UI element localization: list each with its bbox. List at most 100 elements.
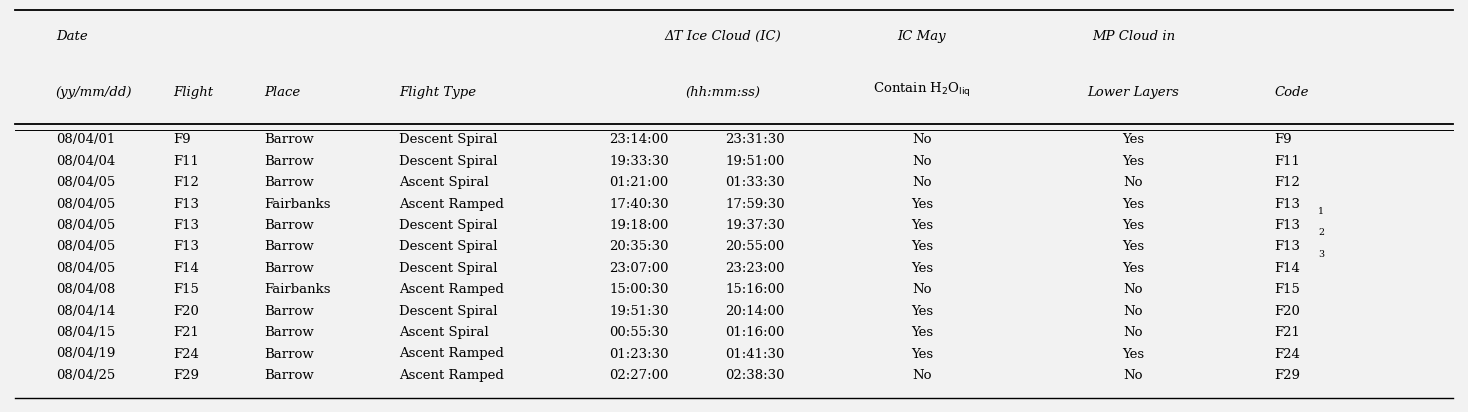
Text: No: No	[912, 283, 932, 296]
Text: Ascent Spiral: Ascent Spiral	[399, 176, 489, 189]
Text: F13: F13	[173, 219, 200, 232]
Text: 01:33:30: 01:33:30	[725, 176, 785, 189]
Text: F9: F9	[173, 133, 191, 146]
Text: 08/04/05: 08/04/05	[56, 240, 115, 253]
Text: Barrow: Barrow	[264, 304, 314, 318]
Text: F20: F20	[1274, 304, 1301, 318]
Text: Yes: Yes	[910, 347, 934, 360]
Text: ΔT Ice Cloud (IC): ΔT Ice Cloud (IC)	[665, 30, 781, 43]
Text: Code: Code	[1274, 86, 1309, 99]
Text: Barrow: Barrow	[264, 326, 314, 339]
Text: No: No	[1123, 283, 1144, 296]
Text: No: No	[912, 176, 932, 189]
Text: F13: F13	[173, 197, 200, 211]
Text: No: No	[1123, 369, 1144, 382]
Text: Flight Type: Flight Type	[399, 86, 477, 99]
Text: Yes: Yes	[1122, 262, 1145, 275]
Text: Descent Spiral: Descent Spiral	[399, 262, 498, 275]
Text: 23:23:00: 23:23:00	[725, 262, 785, 275]
Text: 08/04/05: 08/04/05	[56, 219, 115, 232]
Text: Yes: Yes	[1122, 133, 1145, 146]
Text: F13: F13	[1274, 240, 1301, 253]
Text: Ascent Ramped: Ascent Ramped	[399, 347, 504, 360]
Text: F12: F12	[173, 176, 200, 189]
Text: 20:35:30: 20:35:30	[609, 240, 669, 253]
Text: Barrow: Barrow	[264, 176, 314, 189]
Text: 3: 3	[1318, 250, 1324, 259]
Text: No: No	[1123, 176, 1144, 189]
Text: F13: F13	[1274, 219, 1301, 232]
Text: Yes: Yes	[1122, 197, 1145, 211]
Text: F11: F11	[1274, 154, 1301, 168]
Text: 19:51:30: 19:51:30	[609, 304, 669, 318]
Text: 23:14:00: 23:14:00	[609, 133, 668, 146]
Text: Yes: Yes	[910, 304, 934, 318]
Text: No: No	[912, 369, 932, 382]
Text: 20:14:00: 20:14:00	[725, 304, 784, 318]
Text: 17:40:30: 17:40:30	[609, 197, 669, 211]
Text: 17:59:30: 17:59:30	[725, 197, 785, 211]
Text: Descent Spiral: Descent Spiral	[399, 219, 498, 232]
Text: F24: F24	[1274, 347, 1301, 360]
Text: F20: F20	[173, 304, 200, 318]
Text: Yes: Yes	[910, 219, 934, 232]
Text: Place: Place	[264, 86, 301, 99]
Text: 19:33:30: 19:33:30	[609, 154, 669, 168]
Text: 08/04/05: 08/04/05	[56, 262, 115, 275]
Text: F11: F11	[173, 154, 200, 168]
Text: F15: F15	[173, 283, 200, 296]
Text: Barrow: Barrow	[264, 347, 314, 360]
Text: 01:23:30: 01:23:30	[609, 347, 669, 360]
Text: Barrow: Barrow	[264, 240, 314, 253]
Text: Ascent Spiral: Ascent Spiral	[399, 326, 489, 339]
Text: Fairbanks: Fairbanks	[264, 283, 330, 296]
Text: F9: F9	[1274, 133, 1292, 146]
Text: Contain H$_2$O$_\mathrm{liq}$: Contain H$_2$O$_\mathrm{liq}$	[873, 81, 970, 99]
Text: 08/04/25: 08/04/25	[56, 369, 115, 382]
Text: F29: F29	[173, 369, 200, 382]
Text: 08/04/15: 08/04/15	[56, 326, 115, 339]
Text: 01:21:00: 01:21:00	[609, 176, 668, 189]
Text: Flight: Flight	[173, 86, 213, 99]
Text: F13: F13	[173, 240, 200, 253]
Text: Yes: Yes	[1122, 154, 1145, 168]
Text: IC May: IC May	[897, 30, 947, 43]
Text: 08/04/05: 08/04/05	[56, 176, 115, 189]
Text: No: No	[1123, 326, 1144, 339]
Text: Yes: Yes	[1122, 240, 1145, 253]
Text: 08/04/05: 08/04/05	[56, 197, 115, 211]
Text: Descent Spiral: Descent Spiral	[399, 304, 498, 318]
Text: 19:18:00: 19:18:00	[609, 219, 668, 232]
Text: Yes: Yes	[910, 197, 934, 211]
Text: 08/04/04: 08/04/04	[56, 154, 115, 168]
Text: 19:51:00: 19:51:00	[725, 154, 784, 168]
Text: Barrow: Barrow	[264, 219, 314, 232]
Text: Yes: Yes	[910, 262, 934, 275]
Text: F13: F13	[1274, 197, 1301, 211]
Text: (yy/mm/dd): (yy/mm/dd)	[56, 86, 132, 99]
Text: 08/04/19: 08/04/19	[56, 347, 115, 360]
Text: 08/04/08: 08/04/08	[56, 283, 115, 296]
Text: F24: F24	[173, 347, 200, 360]
Text: F21: F21	[1274, 326, 1301, 339]
Text: Barrow: Barrow	[264, 154, 314, 168]
Text: No: No	[912, 133, 932, 146]
Text: Lower Layers: Lower Layers	[1088, 86, 1179, 99]
Text: 08/04/14: 08/04/14	[56, 304, 115, 318]
Text: 23:07:00: 23:07:00	[609, 262, 669, 275]
Text: 20:55:00: 20:55:00	[725, 240, 784, 253]
Text: F15: F15	[1274, 283, 1301, 296]
Text: MP Cloud in: MP Cloud in	[1092, 30, 1174, 43]
Text: (hh:mm:ss): (hh:mm:ss)	[686, 86, 760, 99]
Text: Ascent Ramped: Ascent Ramped	[399, 283, 504, 296]
Text: Descent Spiral: Descent Spiral	[399, 240, 498, 253]
Text: 15:00:30: 15:00:30	[609, 283, 668, 296]
Text: 23:31:30: 23:31:30	[725, 133, 785, 146]
Text: Yes: Yes	[1122, 347, 1145, 360]
Text: F12: F12	[1274, 176, 1301, 189]
Text: Ascent Ramped: Ascent Ramped	[399, 369, 504, 382]
Text: 00:55:30: 00:55:30	[609, 326, 668, 339]
Text: Barrow: Barrow	[264, 262, 314, 275]
Text: 01:41:30: 01:41:30	[725, 347, 784, 360]
Text: Yes: Yes	[1122, 219, 1145, 232]
